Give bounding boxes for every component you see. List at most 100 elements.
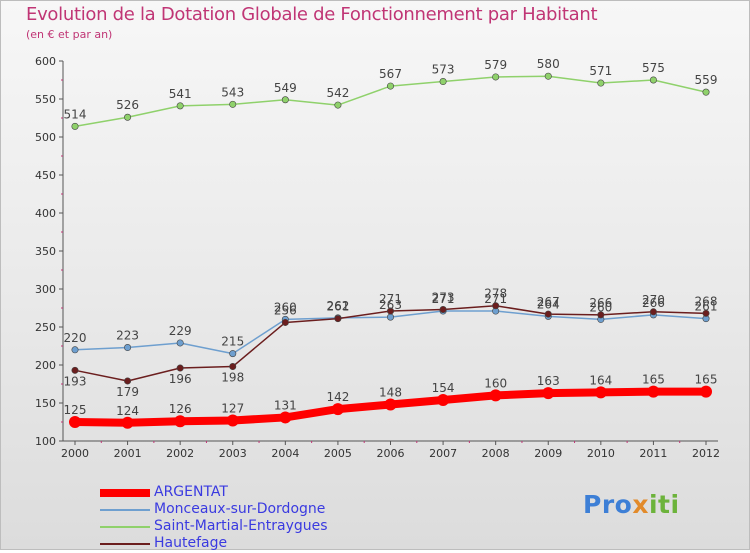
data-label: 261 [695,300,718,314]
x-tick-label: 2004 [271,447,299,460]
data-point [386,313,394,321]
x-tick-label: 2010 [587,447,615,460]
data-point [176,364,184,372]
data-labels: 125 124 126 127 131 142 148 154 160 163 164 165 165 2… [64,57,718,418]
axes: 100 150 200 250 300 350 400 450 500 550 600 2000 200… [35,55,720,460]
series-layer [69,72,712,429]
chart-title: Evolution de la Dotation Globale de Fonc… [26,4,598,25]
data-point [281,318,289,326]
data-label: 271 [379,292,402,306]
data-point [176,102,184,110]
data-label: 262 [326,299,349,313]
data-label: 266 [642,296,665,310]
data-label: 264 [537,297,560,311]
data-point [544,72,552,80]
data-label: 266 [589,296,612,310]
proxiti-logo: Proxiti [583,490,680,519]
data-point [71,346,79,354]
x-tick-label: 2001 [114,447,142,460]
x-tick-label: 2002 [166,447,194,460]
data-label: 543 [221,85,244,99]
data-label: 127 [221,401,244,415]
data-label: 559 [695,73,718,87]
data-point [69,416,81,428]
data-label: 260 [274,300,297,314]
data-label: 261 [326,300,349,314]
data-point [331,403,344,416]
data-point [489,389,502,402]
data-label: 267 [537,295,560,309]
data-point [542,387,555,400]
data-label: 256 [274,303,297,317]
data-point [174,415,187,428]
data-point [71,366,79,374]
data-label: 165 [695,373,718,387]
data-point [334,101,342,109]
legend-label: Hautefage [154,535,228,551]
data-label: 580 [537,57,560,71]
data-point [281,96,289,104]
data-label: 526 [116,98,139,112]
data-point [597,79,605,87]
data-label: 571 [589,64,612,78]
data-point [124,113,132,121]
y-tick-label: 350 [35,245,56,258]
data-label: 268 [695,294,718,308]
data-point [386,307,394,315]
x-tick-label: 2000 [61,447,89,460]
data-point [229,363,237,371]
data-point [229,100,237,108]
legend-swatch [100,489,150,497]
data-label: 270 [642,293,665,307]
data-label: 229 [169,324,192,338]
y-tick-label: 600 [35,55,56,68]
data-label: 567 [379,67,402,81]
x-tick-label: 2007 [429,447,457,460]
data-point [384,398,397,411]
data-point [121,416,134,429]
y-tick-label: 100 [35,435,56,448]
legend-swatch [100,543,150,545]
data-label: 148 [379,386,402,400]
data-label: 273 [432,291,455,305]
data-label: 575 [642,61,665,75]
x-tick-label: 2009 [534,447,562,460]
data-label: 179 [116,385,139,399]
data-label: 278 [484,287,507,301]
data-point [649,308,657,316]
legend-swatch [100,526,150,528]
data-point [700,385,712,398]
data-label: 263 [379,298,402,312]
data-label: 271 [432,292,455,306]
legend-label: Monceaux-sur-Dordogne [154,501,326,517]
y-tick-label: 150 [35,397,56,410]
data-label: 126 [169,402,192,416]
data-label: 131 [274,398,297,412]
data-point [544,310,552,318]
data-label: 542 [326,86,349,100]
x-tick-label: 2005 [324,447,352,460]
data-point [334,315,342,323]
data-point [594,386,607,399]
data-point [439,306,447,314]
data-label: 160 [484,376,507,390]
data-label: 579 [484,58,507,72]
data-point [437,393,450,406]
data-point [597,311,605,319]
data-point [176,339,184,347]
data-label: 514 [64,107,87,121]
data-label: 223 [116,329,139,343]
x-tick-label: 2012 [692,447,720,460]
data-label: 271 [484,292,507,306]
data-label: 220 [64,331,87,345]
data-label: 142 [326,390,349,404]
data-point [649,76,657,84]
x-tick-label: 2003 [219,447,247,460]
y-tick-label: 250 [35,321,56,334]
y-tick-label: 450 [35,169,56,182]
data-point [702,309,710,317]
y-tick-label: 300 [35,283,56,296]
x-tick-label: 2011 [639,447,667,460]
legend-label: Saint-Martial-Entraygues [154,518,328,534]
